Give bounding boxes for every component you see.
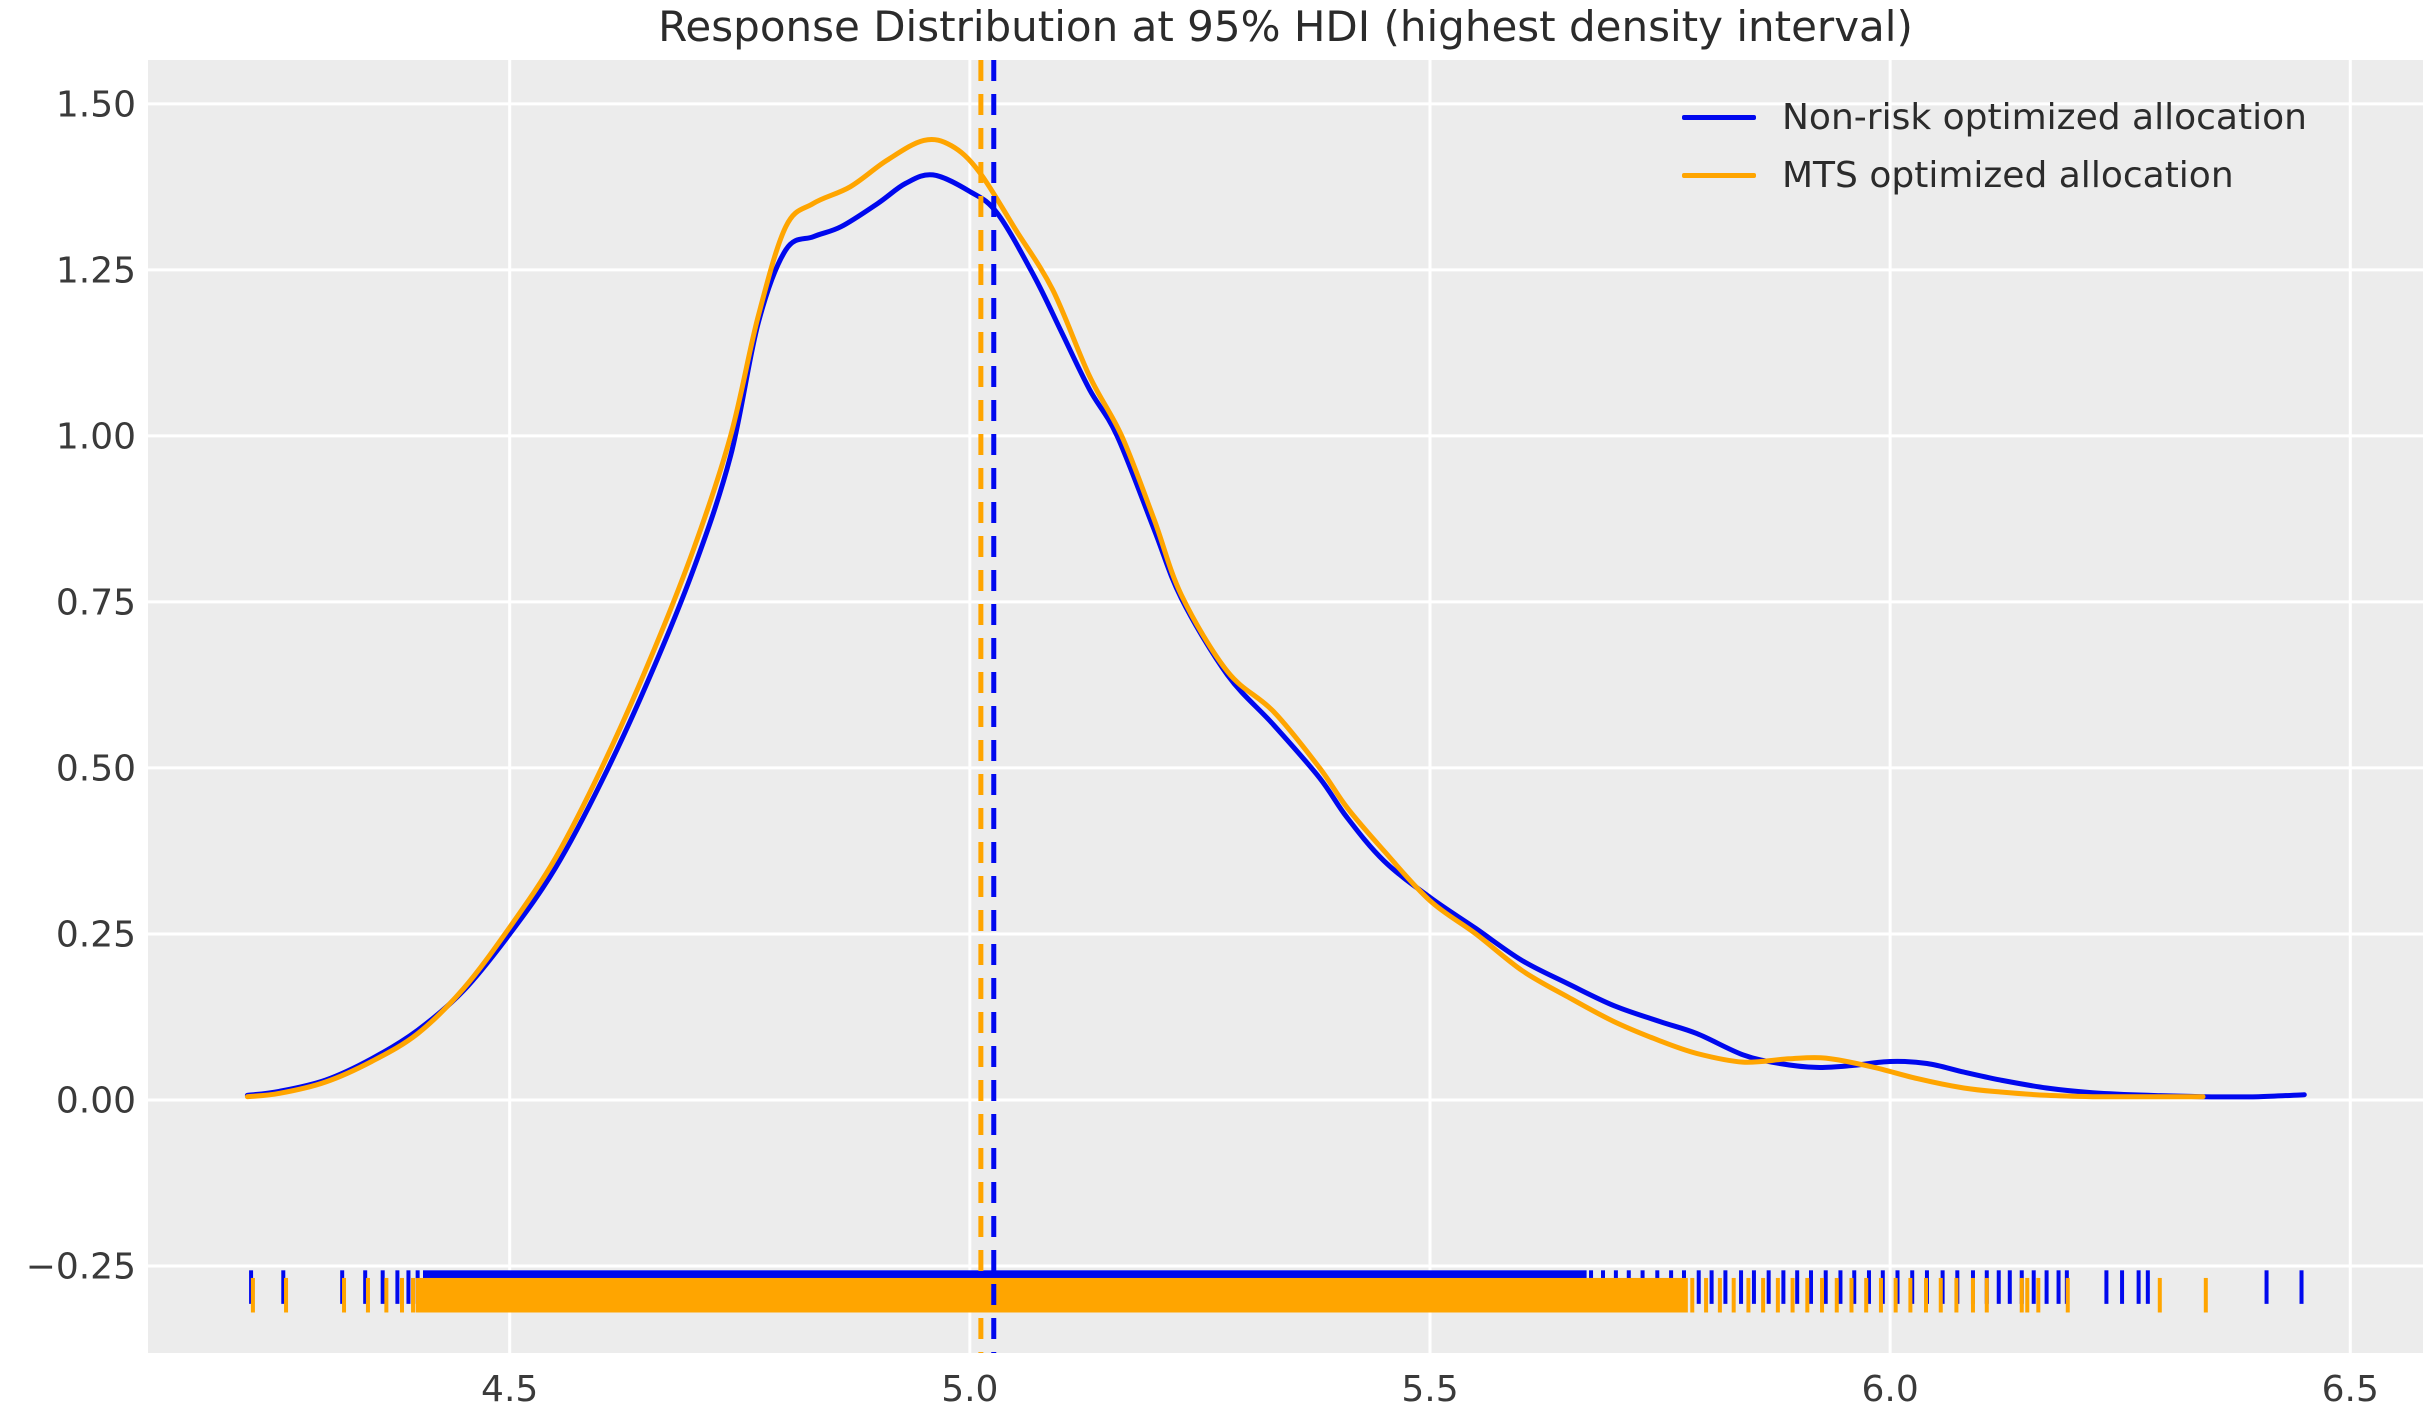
rug-tick-mts — [2157, 1277, 2162, 1313]
rug-tick-non-risk — [380, 1270, 385, 1304]
rug-tick-mts — [1775, 1277, 1780, 1313]
plot-background — [148, 60, 2423, 1353]
rug-tick-mts — [2065, 1277, 2070, 1313]
rug-tick-mts — [365, 1277, 370, 1313]
rug-tick-non-risk — [1709, 1270, 1714, 1304]
rug-tick-mts — [1834, 1277, 1839, 1313]
kde-curve-non-risk — [244, 172, 2307, 1100]
legend-item-mts: MTS optimized allocation — [1682, 146, 2307, 204]
rug-tick-non-risk — [406, 1270, 411, 1304]
rug-tick-non-risk — [281, 1270, 286, 1304]
rug-tick-mts — [1970, 1277, 1975, 1313]
rug-tick-non-risk — [2120, 1270, 2125, 1304]
y-tick-label: 1.25 — [56, 250, 136, 291]
x-tick-label: 6.5 — [2322, 1369, 2379, 1410]
rug-tick-non-risk — [1996, 1270, 2001, 1304]
rug-tick-mts — [250, 1277, 255, 1313]
rug-tick-mts — [384, 1277, 389, 1313]
rug-tick-mts — [1938, 1277, 1943, 1313]
rug-tick-non-risk — [1766, 1270, 1771, 1304]
rug-tick-non-risk — [395, 1270, 400, 1304]
y-tick-label: 0.25 — [56, 914, 136, 955]
rug-tick-mts — [400, 1277, 405, 1313]
y-tick-label: 0.50 — [56, 748, 136, 789]
rug-tick-non-risk — [1739, 1270, 1744, 1304]
rug-tick-mts — [1805, 1277, 1810, 1313]
rug-tick-non-risk — [1723, 1270, 1728, 1304]
rug-tick-non-risk — [2031, 1270, 2036, 1304]
rug-tick-non-risk — [2145, 1270, 2150, 1304]
rug-tick-mts — [1820, 1277, 1825, 1313]
legend-line-sample-orange — [1682, 172, 1756, 178]
rug-tick-non-risk — [363, 1270, 368, 1304]
rug-tick-non-risk — [1838, 1270, 1843, 1304]
rug-tick-mts — [1924, 1277, 1929, 1313]
legend-item-non-risk: Non-risk optimized allocation — [1682, 88, 2307, 146]
rug-tick-non-risk — [2056, 1270, 2061, 1304]
rug-tick-non-risk — [2007, 1270, 2012, 1304]
rug-tick-mts — [1790, 1277, 1795, 1313]
rug-tick-non-risk — [2136, 1270, 2141, 1304]
rug-tick-non-risk — [1808, 1270, 1813, 1304]
rug-tick-mts — [2203, 1277, 2208, 1313]
rug-tick-non-risk — [2264, 1270, 2269, 1304]
y-tick-label: 0.75 — [56, 582, 136, 623]
x-tick-label: 6.0 — [1862, 1369, 1919, 1410]
chart-title: Response Distribution at 95% HDI (highes… — [658, 2, 1913, 51]
rug-tick-mts — [284, 1277, 289, 1313]
x-tick-label: 5.5 — [1401, 1369, 1458, 1410]
rug-tick-non-risk — [1781, 1270, 1786, 1304]
rug-tick-mts — [1717, 1277, 1722, 1313]
rug-tick-non-risk — [1751, 1270, 1756, 1304]
rug-tick-non-risk — [1866, 1270, 1871, 1304]
legend-label: MTS optimized allocation — [1782, 154, 2234, 196]
rug-tick-mts — [1704, 1277, 1709, 1313]
rug-tick-mts — [1849, 1277, 1854, 1313]
y-tick-label: 0.00 — [56, 1080, 136, 1121]
rug-tick-mts — [1746, 1277, 1751, 1313]
legend: Non-risk optimized allocation MTS optimi… — [1682, 88, 2307, 204]
y-tick-label: 1.50 — [56, 84, 136, 125]
rug-tick-mts — [1908, 1277, 1913, 1313]
rug-band-mts — [415, 1277, 1688, 1313]
rug-tick-mts — [1878, 1277, 1883, 1313]
rug-tick-non-risk — [2044, 1270, 2049, 1304]
rug-tick-mts — [2019, 1277, 2024, 1313]
rug-tick-mts — [1731, 1277, 1736, 1313]
rug-tick-mts — [411, 1277, 416, 1313]
rug-tick-non-risk — [1823, 1270, 1828, 1304]
kde-curve-mts — [244, 136, 2206, 1100]
x-tick-label: 4.5 — [481, 1369, 538, 1410]
rug-tick-non-risk — [2104, 1270, 2109, 1304]
rug-tick-mts — [1690, 1277, 1695, 1313]
rug-tick-mts — [2036, 1277, 2041, 1313]
rug-tick-non-risk — [1696, 1270, 1701, 1304]
rug-tick-non-risk — [1795, 1270, 1800, 1304]
y-tick-label: −0.25 — [26, 1247, 136, 1288]
rug-tick-mts — [1984, 1277, 1989, 1313]
rug-tick-mts — [1864, 1277, 1869, 1313]
rug-tick-mts — [1954, 1277, 1959, 1313]
rug-tick-mts — [2025, 1277, 2030, 1313]
rug-tick-mts — [342, 1277, 347, 1313]
rug-tick-mts — [1893, 1277, 1898, 1313]
x-tick-label: 5.0 — [941, 1369, 998, 1410]
rug-tick-non-risk — [2299, 1270, 2304, 1304]
legend-line-sample-blue — [1682, 114, 1756, 120]
rug-tick-mts — [1761, 1277, 1766, 1313]
rug-tick-non-risk — [1852, 1270, 1857, 1304]
legend-label: Non-risk optimized allocation — [1782, 96, 2307, 138]
y-tick-label: 1.00 — [56, 416, 136, 457]
